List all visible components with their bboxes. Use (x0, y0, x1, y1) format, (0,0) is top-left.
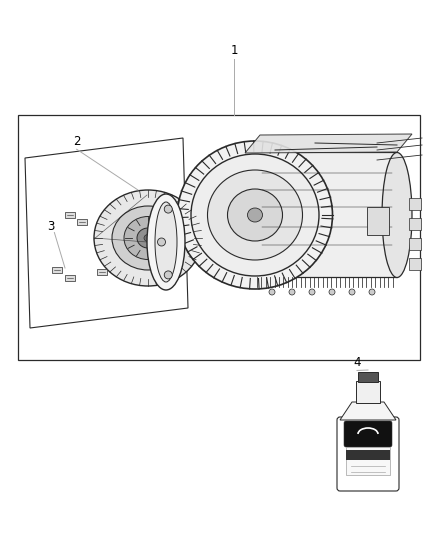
Ellipse shape (208, 170, 303, 260)
Bar (346, 450, 390, 460)
Circle shape (164, 271, 172, 279)
Circle shape (289, 289, 295, 295)
Bar (52, 267, 62, 273)
Text: 3: 3 (47, 220, 54, 233)
Bar (346, 447, 390, 475)
FancyBboxPatch shape (344, 421, 392, 447)
Circle shape (329, 289, 335, 295)
Bar (409, 198, 421, 210)
Text: 2: 2 (73, 135, 81, 148)
Polygon shape (340, 402, 396, 420)
Text: 4: 4 (353, 356, 361, 369)
Bar (358, 372, 378, 382)
Bar (77, 219, 87, 225)
Ellipse shape (177, 141, 332, 289)
Bar (409, 218, 421, 230)
Bar (257, 152, 397, 277)
Ellipse shape (144, 235, 152, 241)
Bar (97, 269, 107, 275)
Ellipse shape (155, 202, 177, 282)
Circle shape (369, 289, 375, 295)
Text: 1: 1 (230, 44, 238, 57)
Bar (65, 275, 75, 281)
Ellipse shape (94, 190, 202, 286)
Ellipse shape (147, 194, 185, 290)
Circle shape (164, 205, 172, 213)
Ellipse shape (191, 154, 319, 276)
Ellipse shape (112, 206, 184, 270)
Bar (356, 381, 380, 403)
Bar (409, 238, 421, 250)
Circle shape (269, 289, 275, 295)
Circle shape (309, 289, 315, 295)
Ellipse shape (137, 228, 159, 248)
Bar (367, 207, 389, 235)
FancyBboxPatch shape (337, 417, 399, 491)
Ellipse shape (247, 208, 262, 222)
Polygon shape (245, 134, 412, 153)
Bar (18, 115, 420, 360)
Circle shape (158, 238, 166, 246)
Ellipse shape (124, 216, 172, 260)
Ellipse shape (227, 189, 283, 241)
Bar (409, 258, 421, 270)
Bar (65, 212, 75, 218)
Ellipse shape (382, 152, 412, 278)
Circle shape (349, 289, 355, 295)
